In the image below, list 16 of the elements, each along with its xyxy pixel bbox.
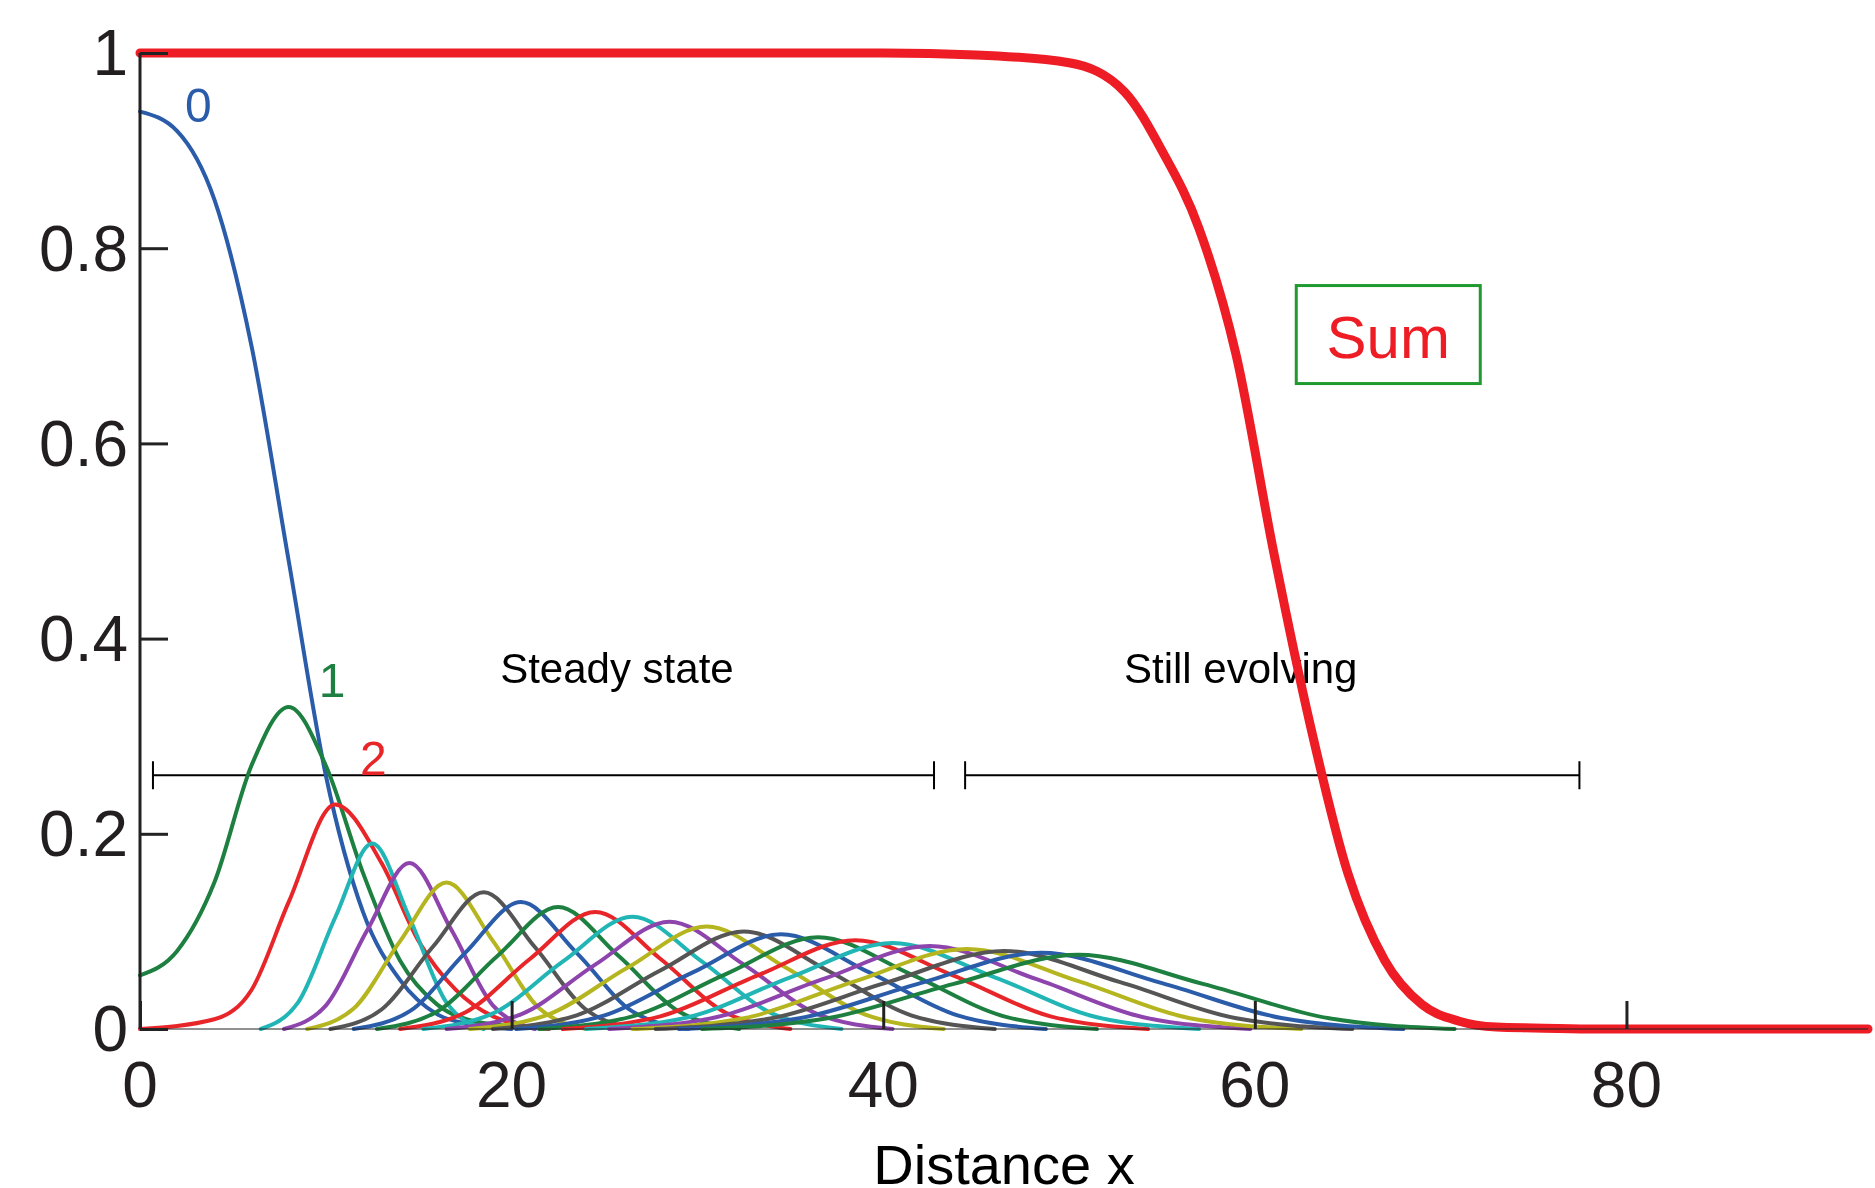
series-label: 0 (185, 78, 212, 132)
y-tick-label: 0.8 (39, 212, 128, 285)
series-label: 2 (360, 731, 387, 785)
x-tick-label: 80 (1590, 1049, 1663, 1121)
y-tick-label: 1 (92, 17, 128, 90)
y-tick-label: 0.2 (39, 798, 128, 871)
series-label: Sum (1326, 303, 1450, 371)
annotation: Steady state (500, 644, 734, 692)
x-tick-label: 20 (476, 1049, 548, 1121)
y-tick-label: 0.4 (39, 603, 128, 675)
x-tick-label: 60 (1219, 1049, 1291, 1121)
y-tick-label: 0 (92, 993, 128, 1066)
x-tick-label: 40 (847, 1049, 919, 1121)
x-axis-title: Distance x (873, 1133, 1135, 1188)
y-tick-label: 0.6 (39, 407, 128, 480)
series-label: 1 (318, 653, 346, 707)
